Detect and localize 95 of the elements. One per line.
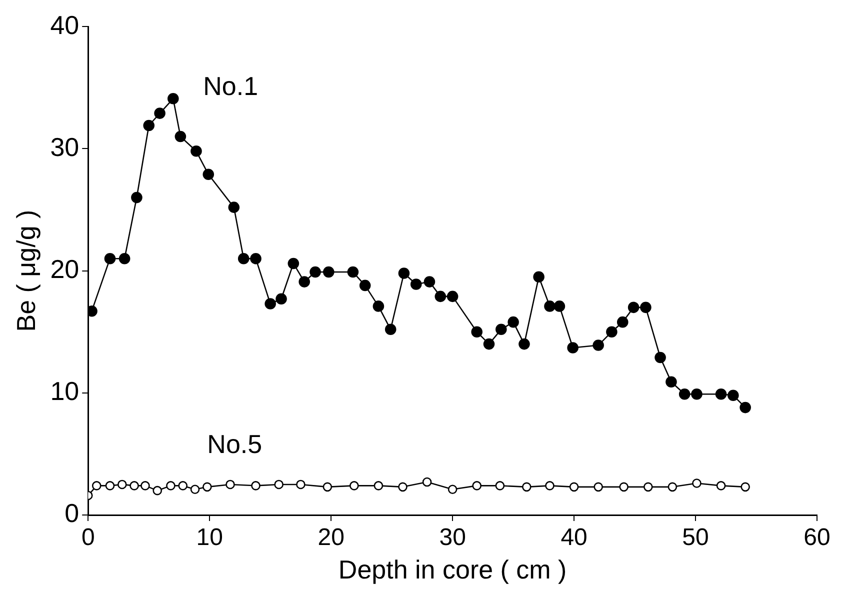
point <box>140 481 150 490</box>
point <box>483 338 495 350</box>
point <box>264 298 276 310</box>
point <box>178 481 188 490</box>
point <box>398 482 408 492</box>
point <box>359 280 371 292</box>
point <box>347 266 359 278</box>
point <box>250 252 262 264</box>
point <box>654 352 666 364</box>
point <box>190 484 200 494</box>
point <box>740 402 751 414</box>
point <box>166 481 176 490</box>
point <box>692 478 702 488</box>
y-tick-label: 30 <box>50 132 80 162</box>
point <box>296 480 306 490</box>
point <box>202 168 214 180</box>
point <box>92 481 102 490</box>
point <box>592 340 604 351</box>
x-tick-label: 40 <box>560 524 588 552</box>
point <box>495 481 505 490</box>
point <box>678 388 690 400</box>
point <box>276 293 287 305</box>
x-axis-title: Depth in core ( cm ) <box>338 554 567 585</box>
x-tick-label: 20 <box>318 524 344 552</box>
point <box>350 481 359 490</box>
point <box>104 252 116 264</box>
point <box>716 481 726 490</box>
point <box>105 481 115 490</box>
point <box>715 388 727 400</box>
point <box>168 92 179 104</box>
point <box>691 388 702 400</box>
point <box>728 390 739 401</box>
point <box>496 324 507 336</box>
series-label: No.1 <box>203 70 258 101</box>
point <box>374 481 384 490</box>
x-tick-label: 60 <box>804 524 830 552</box>
point <box>372 300 384 312</box>
point <box>424 276 436 288</box>
point <box>238 252 250 264</box>
y-tick-label: 0 <box>64 498 80 528</box>
point <box>522 482 532 492</box>
point <box>594 482 603 492</box>
point <box>434 290 446 302</box>
point <box>154 108 166 119</box>
point <box>130 481 139 490</box>
point <box>202 482 212 492</box>
point <box>298 276 310 288</box>
point <box>422 477 432 487</box>
point <box>398 268 410 279</box>
x-tick-label: 50 <box>682 524 709 552</box>
point <box>643 482 653 492</box>
point <box>131 192 142 204</box>
point <box>616 316 628 328</box>
point <box>152 486 162 496</box>
point <box>448 484 458 494</box>
point <box>518 338 530 350</box>
point <box>446 290 458 302</box>
point <box>668 482 678 492</box>
point <box>606 326 618 338</box>
point <box>143 120 155 132</box>
point <box>628 302 640 314</box>
point <box>544 300 556 312</box>
x-tick-label: 10 <box>196 524 223 552</box>
point <box>410 278 422 290</box>
point <box>118 252 130 264</box>
point <box>666 376 677 388</box>
point <box>310 266 321 278</box>
point <box>322 482 332 492</box>
x-tick-label: 30 <box>439 524 466 552</box>
point <box>740 482 750 492</box>
point <box>554 300 566 312</box>
point <box>384 324 396 336</box>
point <box>174 130 186 142</box>
point <box>274 480 284 490</box>
y-tick-label: 40 <box>50 10 80 40</box>
point <box>228 202 240 213</box>
y-tick-label: 10 <box>50 376 80 406</box>
point <box>545 481 554 490</box>
point <box>323 266 334 278</box>
point <box>569 482 579 492</box>
point <box>619 482 628 492</box>
point <box>640 302 652 314</box>
point <box>117 480 127 490</box>
point <box>288 258 300 270</box>
series-label: No.5 <box>207 429 262 460</box>
y-axis-title: Be ( μg/g ) <box>10 210 41 332</box>
point <box>508 316 519 328</box>
point <box>190 145 202 157</box>
point <box>533 271 544 283</box>
point <box>567 342 578 354</box>
point <box>251 481 260 490</box>
point <box>472 481 482 490</box>
point <box>226 480 235 490</box>
y-tick-label: 20 <box>50 254 80 284</box>
point <box>471 326 483 338</box>
